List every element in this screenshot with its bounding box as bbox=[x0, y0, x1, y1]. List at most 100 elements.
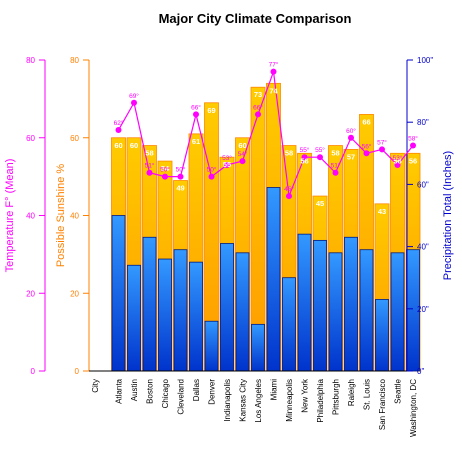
precipitation-bar-12 bbox=[297, 233, 312, 372]
temperature-value-label-9: 66° bbox=[253, 103, 263, 111]
temperature-point-3 bbox=[162, 173, 168, 180]
temperature-point-13 bbox=[317, 154, 323, 161]
sunshine-value-label-11: 58 bbox=[285, 149, 293, 158]
precipitation-bar-11 bbox=[282, 277, 296, 372]
sunshine-axis-tick-label-0: 0 bbox=[75, 367, 80, 376]
temperature-point-19 bbox=[410, 142, 416, 149]
temperature-point-6 bbox=[208, 173, 215, 180]
sunshine-value-label-6: 69 bbox=[207, 106, 215, 115]
sunshine-value-label-14: 58 bbox=[331, 149, 339, 158]
precipitation-axis-tick-label-0: 0" bbox=[417, 367, 424, 376]
sunshine-axis-tick-label-4: 80 bbox=[70, 56, 79, 65]
sunshine-axis-tick-label-2: 40 bbox=[70, 212, 79, 221]
category-label-5: Dallas bbox=[192, 379, 201, 401]
sunshine-value-label-13: 45 bbox=[316, 199, 324, 208]
precipitation-bar-4 bbox=[173, 249, 188, 372]
temperature-point-5 bbox=[193, 111, 199, 118]
sunshine-value-label-17: 43 bbox=[378, 207, 386, 216]
category-label-1: Austin bbox=[130, 379, 139, 401]
sunshine-value-label-5: 61 bbox=[192, 137, 200, 146]
sunshine-value-label-16: 66 bbox=[362, 117, 370, 126]
sunshine-axis-tick-label-3: 60 bbox=[70, 134, 79, 143]
category-label-18: Seattle bbox=[394, 378, 403, 403]
temperature-point-1 bbox=[131, 99, 137, 106]
temperature-axis-tick-label-0: 0 bbox=[31, 367, 36, 376]
category-label-10: Miami bbox=[270, 379, 279, 401]
temperature-point-9 bbox=[255, 111, 261, 118]
temperature-point-17 bbox=[379, 146, 385, 153]
precipitation-axis-tick-label-3: 60" bbox=[417, 180, 429, 189]
precipitation-bar-6 bbox=[204, 320, 219, 372]
temperature-value-label-2: 51° bbox=[145, 162, 155, 170]
precipitation-bar-15 bbox=[344, 236, 358, 372]
temperature-point-7 bbox=[224, 161, 230, 168]
category-axis-title: City bbox=[91, 379, 100, 393]
precipitation-axis-tick-label-4: 80" bbox=[417, 118, 429, 127]
sunshine-value-label-1: 60 bbox=[130, 141, 138, 150]
sunshine-value-label-18: 56 bbox=[393, 156, 401, 165]
precipitation-axis-tick-label-2: 40" bbox=[417, 243, 429, 252]
sunshine-value-label-12: 56 bbox=[300, 156, 308, 165]
temperature-value-label-10: 77° bbox=[269, 61, 279, 69]
category-label-7: Indianapolis bbox=[223, 379, 232, 422]
precipitation-bar-13 bbox=[313, 239, 327, 372]
sunshine-value-label-9: 73 bbox=[254, 90, 262, 99]
category-label-17: San Francisco bbox=[378, 378, 387, 430]
precipitation-bar-16 bbox=[359, 249, 374, 372]
temperature-point-18 bbox=[394, 161, 401, 168]
sunshine-value-label-10: 74 bbox=[269, 86, 278, 95]
precipitation-axis-tick-label-5: 100" bbox=[417, 56, 433, 65]
temperature-point-2 bbox=[146, 169, 153, 176]
temperature-point-12 bbox=[301, 154, 308, 161]
temperature-point-8 bbox=[239, 158, 246, 165]
sunshine-value-label-15: 57 bbox=[347, 152, 355, 161]
category-label-8: Kansas City bbox=[239, 379, 248, 422]
precipitation-bar-3 bbox=[158, 258, 172, 372]
temperature-point-14 bbox=[332, 169, 339, 176]
category-label-4: Cleveland bbox=[177, 379, 186, 415]
category-label-3: Chicago bbox=[161, 378, 170, 408]
precipitation-bar-10 bbox=[266, 187, 281, 372]
precipitation-bar-7 bbox=[220, 243, 234, 372]
precipitation-bar-2 bbox=[142, 236, 157, 372]
precipitation-bar-17 bbox=[375, 299, 389, 372]
temperature-axis-tick-label-3: 60 bbox=[26, 134, 35, 143]
temperature-value-label-12: 55° bbox=[300, 146, 310, 154]
temperature-point-15 bbox=[348, 134, 354, 141]
temperature-value-label-8: 54° bbox=[238, 150, 248, 158]
temperature-point-0 bbox=[115, 126, 122, 133]
category-label-6: Denver bbox=[208, 379, 217, 405]
temperature-point-11 bbox=[286, 193, 292, 200]
category-label-12: New York bbox=[301, 378, 310, 413]
precipitation-bar-0 bbox=[111, 215, 126, 372]
temperature-value-label-5: 66° bbox=[191, 103, 201, 111]
sunshine-value-label-19: 56 bbox=[409, 156, 417, 165]
sunshine-axis-title: Possible Sunshine % bbox=[55, 164, 67, 268]
temperature-point-10 bbox=[270, 68, 277, 75]
temperature-value-label-7: 53° bbox=[222, 154, 232, 162]
temperature-value-label-3: 50° bbox=[160, 166, 170, 174]
category-label-9: Los Angeles bbox=[254, 379, 263, 423]
precipitation-bar-8 bbox=[235, 252, 250, 372]
precipitation-bar-14 bbox=[328, 252, 343, 372]
sunshine-axis-tick-label-1: 20 bbox=[70, 289, 79, 298]
precipitation-bar-18 bbox=[390, 252, 405, 372]
temperature-value-label-4: 50° bbox=[176, 166, 186, 174]
sunshine-value-label-7: 55 bbox=[223, 160, 231, 169]
sunshine-value-label-2: 58 bbox=[145, 149, 153, 158]
chart-title: Major City Climate Comparison bbox=[159, 11, 352, 26]
category-label-16: St. Louis bbox=[363, 379, 372, 410]
temperature-value-label-0: 62° bbox=[114, 119, 124, 127]
temperature-value-label-1: 69° bbox=[129, 92, 139, 100]
temperature-value-label-6: 50° bbox=[207, 166, 217, 174]
precipitation-axis-tick-label-1: 20" bbox=[417, 305, 429, 314]
temperature-value-label-13: 55° bbox=[315, 146, 325, 154]
temperature-value-label-17: 57° bbox=[377, 138, 387, 146]
category-label-15: Raleigh bbox=[347, 379, 356, 406]
temperature-axis-tick-label-1: 20 bbox=[26, 289, 35, 298]
temperature-value-label-16: 56° bbox=[362, 142, 372, 150]
temperature-value-label-11: 45° bbox=[284, 185, 294, 193]
precipitation-bar-1 bbox=[127, 264, 141, 372]
sunshine-value-label-0: 60 bbox=[114, 141, 122, 150]
